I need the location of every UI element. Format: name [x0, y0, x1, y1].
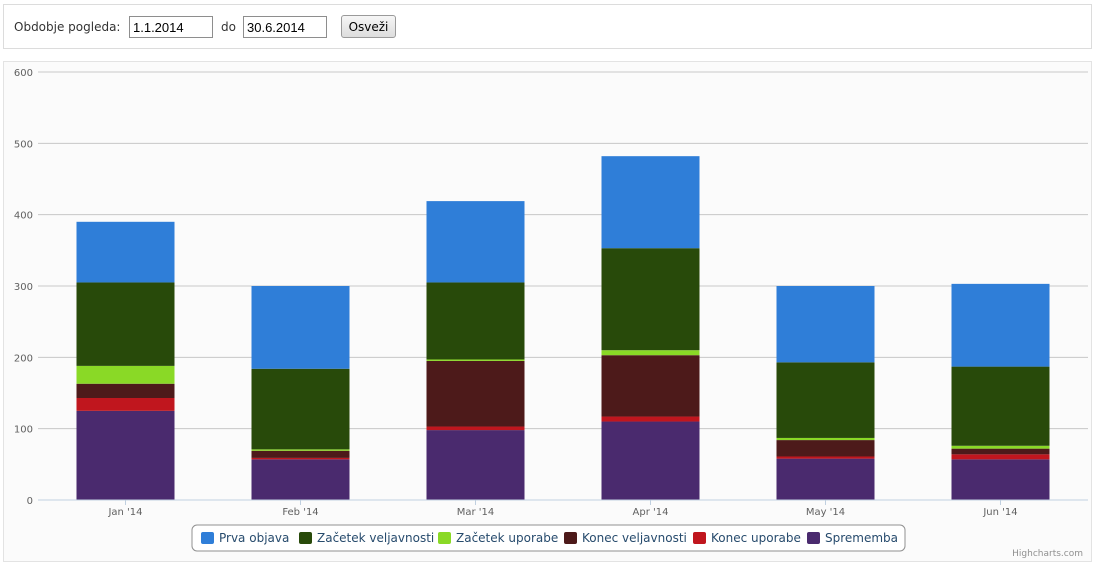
legend-item-label[interactable]: Začetek veljavnosti — [317, 531, 434, 545]
bar-segment[interactable] — [951, 366, 1050, 446]
filter-panel: Obdobje pogleda: do Osveži — [3, 4, 1092, 49]
bar-segment[interactable] — [951, 448, 1050, 455]
x-tick-label: Jan '14 — [107, 507, 142, 518]
x-tick-label: May '14 — [806, 507, 845, 518]
bar-segment[interactable] — [76, 383, 175, 398]
bar-segment[interactable] — [76, 397, 175, 411]
bar-segment[interactable] — [251, 449, 350, 451]
legend-swatch[interactable] — [299, 532, 312, 544]
y-tick-label: 400 — [14, 211, 33, 222]
bar-segment[interactable] — [76, 410, 175, 500]
bar-segment[interactable] — [951, 283, 1050, 367]
bars — [76, 156, 1050, 500]
date-to-input[interactable] — [243, 16, 327, 38]
bar-segment[interactable] — [601, 416, 700, 422]
bar-segment[interactable] — [76, 282, 175, 366]
bar-segment[interactable] — [251, 368, 350, 450]
period-label: Obdobje pogleda: — [14, 20, 121, 34]
date-from-input[interactable] — [129, 16, 213, 38]
bar-segment[interactable] — [251, 459, 350, 500]
bar-segment[interactable] — [601, 350, 700, 356]
bar-segment[interactable] — [951, 454, 1050, 460]
bar-segment[interactable] — [76, 365, 175, 384]
bar-segment[interactable] — [776, 456, 875, 459]
stacked-bar-chart: 0 100 200 300 400 500 600 Jan '14 Feb '14 Mar '1… — [14, 68, 1088, 559]
grid-lines — [38, 71, 1088, 501]
bar-segment[interactable] — [251, 457, 350, 460]
bar-segment[interactable] — [951, 445, 1050, 449]
to-label: do — [221, 20, 236, 34]
y-tick-label: 500 — [14, 139, 33, 150]
y-tick-label: 100 — [14, 425, 33, 436]
credits-link[interactable]: Highcharts.com — [1012, 549, 1083, 559]
bar-segment[interactable] — [601, 248, 700, 351]
bar-segment[interactable] — [76, 221, 175, 283]
y-tick-label: 300 — [14, 282, 33, 293]
bar-segment[interactable] — [601, 355, 700, 417]
bar-segment[interactable] — [426, 359, 525, 361]
bar-segment[interactable] — [951, 459, 1050, 500]
bar-segment[interactable] — [776, 458, 875, 500]
bar-segment[interactable] — [426, 360, 525, 427]
legend-item-label[interactable]: Konec uporabe — [711, 531, 801, 545]
bar-segment[interactable] — [251, 450, 350, 458]
bar-segment[interactable] — [251, 286, 350, 369]
y-tick-label: 0 — [27, 496, 33, 507]
x-tick-label: Jun '14 — [982, 507, 1017, 518]
bar-segment[interactable] — [776, 362, 875, 438]
legend-item-label[interactable]: Prva objava — [219, 531, 289, 545]
chart-panel: 0 100 200 300 400 500 600 Jan '14 Feb '14 Mar '1… — [3, 61, 1092, 562]
y-tick-label: 200 — [14, 353, 33, 364]
y-axis: 0 100 200 300 400 500 600 — [14, 68, 33, 507]
bar-segment[interactable] — [426, 430, 525, 500]
legend-swatch[interactable] — [438, 532, 451, 544]
legend-swatch[interactable] — [564, 532, 577, 544]
bar-segment[interactable] — [601, 156, 700, 249]
x-tick-label: Mar '14 — [457, 507, 495, 518]
legend-swatch[interactable] — [807, 532, 820, 544]
bar-segment[interactable] — [776, 286, 875, 363]
bar-segment[interactable] — [601, 421, 700, 500]
x-tick-label: Apr '14 — [633, 507, 669, 518]
refresh-button[interactable]: Osveži — [341, 15, 396, 38]
y-tick-label: 600 — [14, 68, 33, 79]
legend-item-label[interactable]: Začetek uporabe — [456, 531, 558, 545]
legend[interactable]: Prva objava Začetek veljavnosti Začetek up… — [191, 524, 906, 552]
bar-segment[interactable] — [776, 437, 875, 441]
legend-item-label[interactable]: Sprememba — [825, 531, 898, 545]
legend-box — [191, 524, 906, 552]
legend-item-label[interactable]: Konec veljavnosti — [582, 531, 687, 545]
bar-segment[interactable] — [426, 201, 525, 283]
bar-segment[interactable] — [426, 282, 525, 360]
bar-segment[interactable] — [426, 426, 525, 431]
x-tick-label: Feb '14 — [282, 507, 318, 518]
legend-swatch[interactable] — [201, 532, 214, 544]
x-axis: Jan '14 Feb '14 Mar '14 Apr '14 May '14 Jun '… — [38, 499, 1088, 518]
legend-swatch[interactable] — [693, 532, 706, 544]
bar-segment[interactable] — [776, 440, 875, 457]
